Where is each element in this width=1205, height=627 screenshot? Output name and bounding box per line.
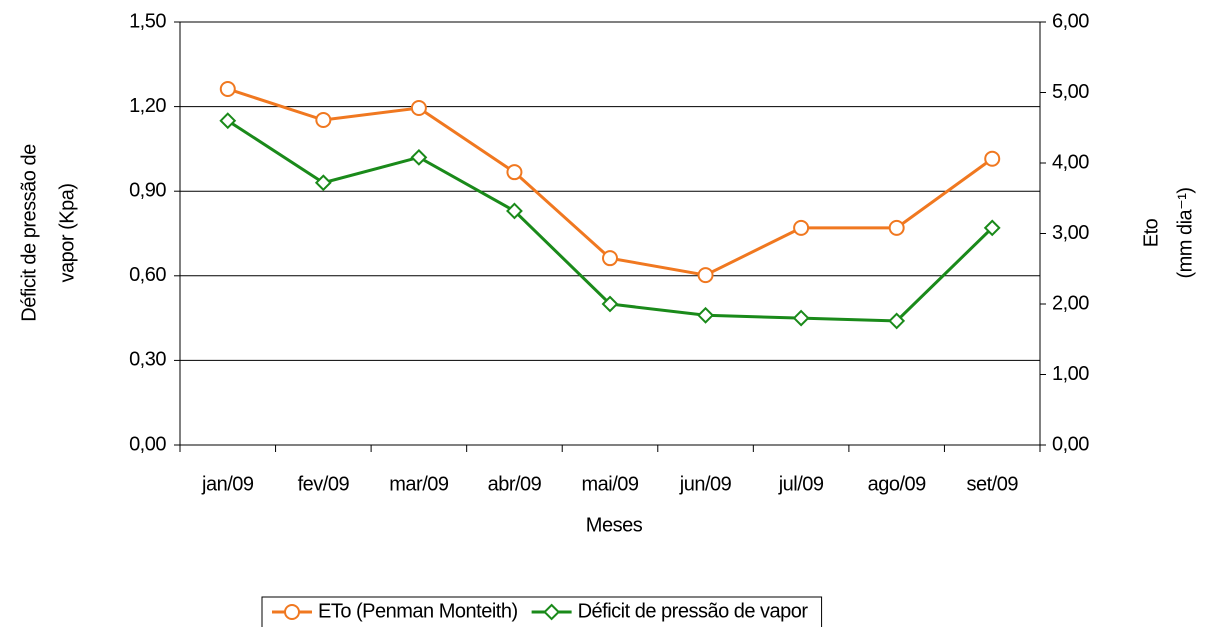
diamond-marker	[410, 148, 428, 166]
x-tick-label: fev/09	[298, 473, 350, 495]
y2-tick-label: 3,00	[1052, 222, 1089, 244]
series-line	[227, 87, 994, 277]
y-tick-label: 0,00	[129, 433, 166, 455]
diamond-marker	[888, 312, 906, 330]
x-tick-label: mar/09	[389, 473, 449, 495]
diamond-marker	[314, 174, 332, 192]
circle-marker	[697, 267, 714, 284]
y2-axis-title: Eto	[1140, 218, 1162, 247]
circle-marker	[888, 219, 905, 236]
x-tick-label: abr/09	[488, 473, 542, 495]
y2-tick-label: 2,00	[1052, 292, 1089, 314]
circle-marker	[284, 604, 300, 620]
diamond-marker	[543, 603, 561, 621]
diamond-marker	[983, 219, 1001, 237]
y2-tick-label: 1,00	[1052, 363, 1089, 385]
legend-label: Déficit de pressão de vapor	[578, 600, 809, 622]
circle-marker	[602, 250, 618, 267]
x-tick-label: mai/09	[581, 473, 638, 495]
y2-tick-label: 0,00	[1052, 433, 1089, 455]
x-tick-label: jun/09	[679, 473, 732, 495]
y2-tick-label: 6,00	[1052, 10, 1089, 32]
diamond-marker	[792, 309, 810, 327]
y-axis-title: vapor (Kpa)	[56, 184, 78, 283]
x-tick-label: ago/09	[868, 473, 927, 495]
diamond-marker	[219, 112, 237, 130]
y-axis-title: Déficit de pressão de	[18, 144, 40, 322]
y2-axis-title: (mm dia⁻¹)	[1174, 187, 1196, 278]
y-tick-label: 0,60	[129, 264, 166, 286]
legend-label: ETo (Penman Monteith)	[318, 600, 518, 622]
circle-marker	[793, 219, 810, 236]
x-tick-label: jul/09	[778, 473, 824, 495]
circle-marker	[506, 164, 523, 181]
y-tick-label: 0,90	[129, 179, 166, 201]
y2-tick-label: 4,00	[1052, 151, 1089, 173]
x-tick-label: set/09	[966, 473, 1018, 495]
y-tick-label: 0,30	[129, 349, 166, 371]
x-tick-label: jan/09	[201, 473, 254, 495]
circle-marker	[984, 150, 1001, 167]
circle-marker	[410, 100, 427, 117]
x-axis-title: Meses	[586, 514, 643, 536]
diamond-marker	[697, 306, 714, 324]
diamond-marker	[601, 295, 619, 313]
circle-marker	[315, 111, 332, 128]
circle-marker	[219, 80, 236, 97]
series-line	[226, 119, 994, 323]
y2-tick-label: 5,00	[1052, 81, 1089, 103]
y-tick-label: 1,50	[129, 10, 166, 32]
diamond-marker	[506, 202, 523, 220]
y-tick-label: 1,20	[129, 95, 166, 117]
